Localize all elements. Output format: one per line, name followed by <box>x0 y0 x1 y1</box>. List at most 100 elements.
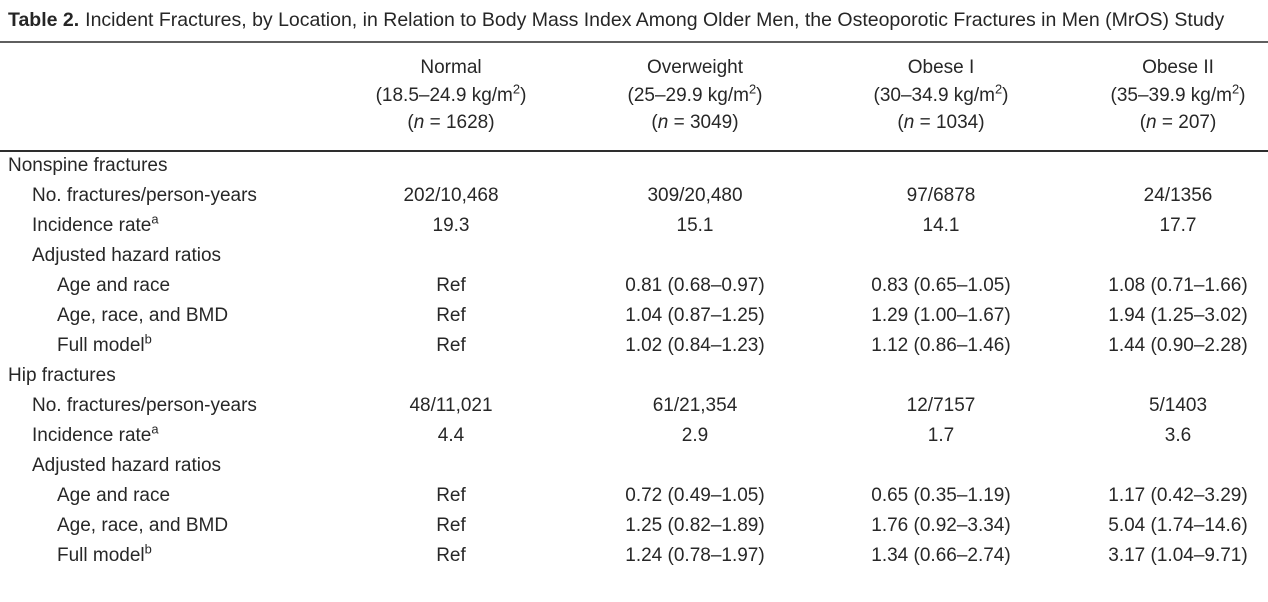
cell-value: 1.7 <box>927 424 955 446</box>
table-row: Adjusted hazard ratios <box>0 451 1268 481</box>
row-label-text: Hip fractures <box>8 364 116 386</box>
column-header-overweight: Overweight (25–29.9 kg/m2) (n = 3049) <box>570 43 820 152</box>
cell-value: Ref <box>436 544 466 566</box>
cell-value <box>332 451 570 481</box>
cell-value: 0.72 (0.49–1.05) <box>625 484 765 506</box>
row-label-text: No. fractures/person-years <box>32 394 257 416</box>
cell-value: 17.7 <box>1159 214 1197 236</box>
row-label-text: Adjusted hazard ratios <box>32 244 222 266</box>
row-label-text: Age, race, and BMD <box>57 304 229 326</box>
column-sample-size: (n = 1628) <box>332 109 570 137</box>
cell-value: 97/6878 <box>906 184 976 206</box>
n-post: = 207) <box>1156 112 1217 133</box>
header-spacer <box>0 43 332 152</box>
cell-value: 202/10,468 <box>403 184 499 206</box>
cell-value <box>570 151 820 181</box>
bmi-post: ) <box>520 84 527 106</box>
cell-value <box>332 361 570 391</box>
cell-value <box>1062 151 1268 181</box>
footnote-marker: b <box>144 331 152 347</box>
cell-value: 61/21,354 <box>652 394 738 416</box>
table-row: Age and race Ref 0.81 (0.68–0.97) 0.83 (0.6… <box>0 271 1268 301</box>
bmi-post: ) <box>756 84 763 106</box>
bmi-post: ) <box>1002 84 1009 106</box>
cell-value: 309/20,480 <box>647 184 743 206</box>
cell-value: 1.76 (0.92–3.34) <box>871 514 1011 536</box>
row-label-text: Nonspine fractures <box>8 155 168 176</box>
cell-value: 19.3 <box>432 214 470 236</box>
cell-value: 5.04 (1.74–14.6) <box>1108 514 1248 536</box>
n-italic: n <box>413 112 425 133</box>
n-pre: ( <box>1139 112 1147 133</box>
row-label: Adjusted hazard ratios <box>0 451 332 481</box>
cell-value: 1.12 (0.86–1.46) <box>871 334 1011 356</box>
cell-value <box>1062 361 1268 391</box>
column-group-name: Obese I <box>907 57 975 78</box>
column-header-obese-ii: Obese II (35–39.9 kg/m2) (n = 207) <box>1062 43 1268 152</box>
cell-value <box>1062 451 1268 481</box>
n-italic: n <box>657 112 669 133</box>
bmi-sup: 2 <box>1231 81 1240 97</box>
cell-value <box>570 451 820 481</box>
table-row: Hip fractures <box>0 361 1268 391</box>
row-label: Incidence ratea <box>0 211 332 241</box>
table-caption-text: Incident Fractures, by Location, in Rela… <box>85 9 1225 31</box>
row-label: Age, race, and BMD <box>0 511 332 541</box>
table-row: Adjusted hazard ratios <box>0 241 1268 271</box>
column-group-name: Normal <box>420 57 482 78</box>
row-label: Age and race <box>0 481 332 511</box>
row-label: Age, race, and BMD <box>0 301 332 331</box>
cell-value: 48/11,021 <box>409 394 493 416</box>
n-italic: n <box>1146 112 1157 133</box>
row-label-text: No. fractures/person-years <box>32 184 257 206</box>
cell-value: Ref <box>436 484 466 506</box>
cell-value <box>570 361 820 391</box>
row-label: Incidence ratea <box>0 421 332 451</box>
row-label: Hip fractures <box>0 361 332 391</box>
column-sample-size: (n = 3049) <box>570 109 820 137</box>
column-sample-size: (n = 1034) <box>820 109 1062 137</box>
column-bmi-range: (18.5–24.9 kg/m2) <box>332 82 570 110</box>
row-label-text: Full model <box>57 334 145 356</box>
cell-value: 1.29 (1.00–1.67) <box>871 304 1011 326</box>
row-label: Full modelb <box>0 331 332 361</box>
column-bmi-range: (35–39.9 kg/m2) <box>1088 82 1268 110</box>
n-post: = 1628) <box>424 112 495 133</box>
cell-value: 24/1356 <box>1143 184 1213 206</box>
bmi-pre: (25–29.9 kg/m <box>627 84 749 106</box>
cell-value: Ref <box>436 514 466 536</box>
n-post: = 1034) <box>914 112 985 133</box>
cell-value <box>332 151 570 181</box>
row-label: Nonspine fractures <box>0 151 332 181</box>
cell-value <box>820 151 1062 181</box>
column-sample-size: (n = 207) <box>1088 109 1268 137</box>
table-row: Age, race, and BMD Ref 1.25 (0.82–1.89) 1.7… <box>0 511 1268 541</box>
row-label-text: Age, race, and BMD <box>57 514 229 536</box>
cell-value: 2.9 <box>681 424 709 446</box>
column-header-obese-i: Obese I (30–34.9 kg/m2) (n = 1034) <box>820 43 1062 152</box>
column-header-normal: Normal (18.5–24.9 kg/m2) (n = 1628) <box>332 43 570 152</box>
bmi-sup: 2 <box>512 81 521 97</box>
cell-value: 1.17 (0.42–3.29) <box>1108 484 1248 506</box>
table-number: Table 2. <box>8 9 80 31</box>
bmi-pre: (35–39.9 kg/m <box>1110 84 1232 106</box>
cell-value: 12/7157 <box>906 394 976 416</box>
row-label: Age and race <box>0 271 332 301</box>
table-row: Full modelb Ref 1.24 (0.78–1.97) 1.34 (0.66… <box>0 541 1268 571</box>
row-label: Full modelb <box>0 541 332 571</box>
cell-value <box>820 451 1062 481</box>
n-pre: ( <box>651 112 658 133</box>
table-row: Age, race, and BMD Ref 1.04 (0.87–1.25) 1.2… <box>0 301 1268 331</box>
n-pre: ( <box>897 112 904 133</box>
row-label: Adjusted hazard ratios <box>0 241 332 271</box>
table-row: Age and race Ref 0.72 (0.49–1.05) 0.65 (0.3… <box>0 481 1268 511</box>
cell-value: 1.25 (0.82–1.89) <box>625 514 765 536</box>
column-group-name: Overweight <box>646 57 744 78</box>
bmi-sup: 2 <box>748 81 757 97</box>
column-bmi-range: (25–29.9 kg/m2) <box>570 82 820 110</box>
cell-value: 5/1403 <box>1148 394 1208 416</box>
n-pre: ( <box>407 112 414 133</box>
cell-value: 1.44 (0.90–2.28) <box>1108 334 1248 356</box>
row-label-text: Full model <box>57 544 145 566</box>
